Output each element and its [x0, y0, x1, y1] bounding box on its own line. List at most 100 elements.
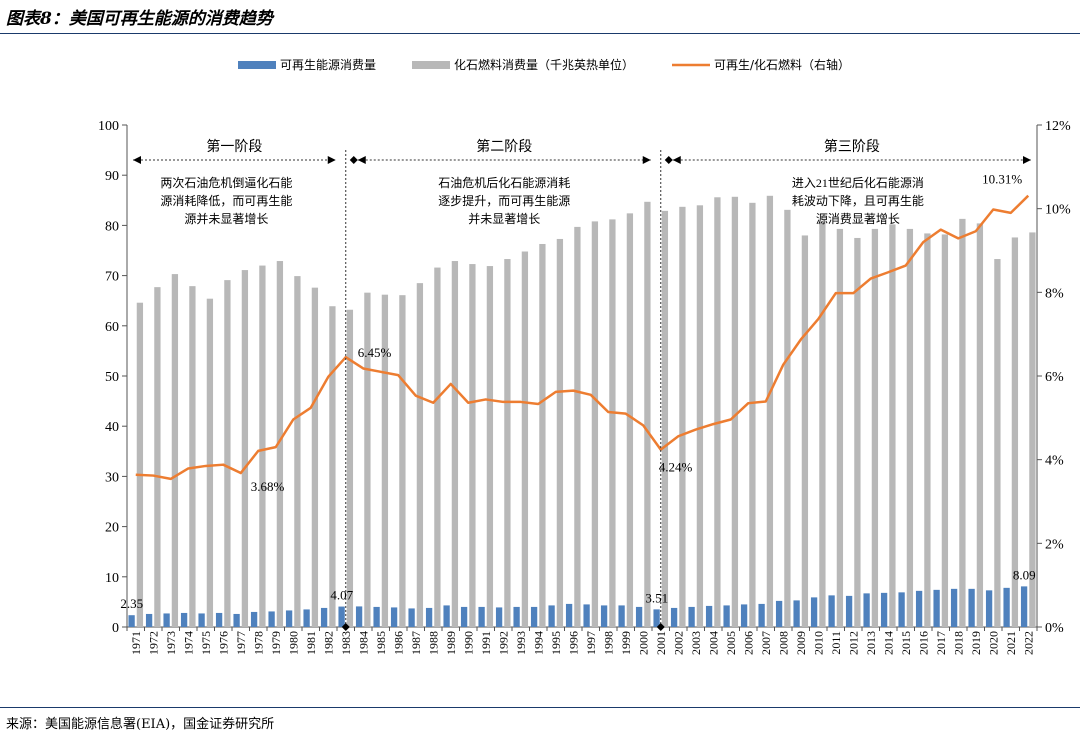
x-tick-label: 1995 [549, 631, 563, 655]
x-tick-label: 2007 [759, 631, 773, 655]
phase-arrow-head-left [133, 156, 141, 164]
x-tick-label: 2002 [671, 631, 685, 655]
x-tick-label: 1979 [269, 631, 283, 655]
renewable-bar-label: 8.09 [1013, 567, 1036, 582]
x-tick-label: 1984 [356, 631, 370, 655]
x-tick-label: 1999 [619, 631, 633, 655]
y-left-tick-label: 50 [105, 370, 119, 385]
fossil-bar [854, 237, 861, 627]
renewable-bar [460, 606, 468, 627]
phase-note: 源消耗降低，而可再生能 [160, 194, 292, 208]
renewable-bar [688, 606, 695, 627]
x-tick-label: 1982 [321, 631, 335, 655]
phase-note: 逐步提升，而可再生能源 [438, 193, 570, 208]
fossil-bar [924, 233, 931, 627]
renewable-bar [915, 590, 923, 627]
renewable-bar [985, 590, 993, 627]
fossil-bar [591, 221, 599, 627]
fossil-bar [241, 270, 249, 627]
phase-divider-marker [656, 623, 665, 631]
x-tick-label: 2009 [794, 631, 808, 655]
renewable-bar [320, 607, 328, 627]
chart-title: 图表8：美国可再生能源的消费趋势 [6, 9, 273, 29]
renewable-bar [828, 595, 835, 627]
fossil-bar [504, 259, 511, 627]
x-tick-label: 2000 [636, 631, 650, 655]
x-tick-label: 2017 [934, 631, 948, 655]
y-left-tick-label: 20 [105, 521, 119, 536]
y-left-tick-label: 90 [105, 169, 119, 184]
renewable-bar [548, 605, 555, 627]
x-tick-label: 1997 [584, 631, 598, 655]
chart: 可再生能源消费量 化石燃料消费量（千兆英热单位） 可再生/化石燃料（右轴） 0 10 20… [98, 57, 1071, 655]
renewable-bar [775, 600, 783, 627]
y-left-tick-label: 30 [105, 470, 119, 485]
fossil-bar [626, 213, 634, 628]
renewable-bar [163, 613, 170, 627]
renewable-bar [950, 588, 958, 627]
phase-note: 源并未显著增长 [184, 212, 268, 226]
fossil-bar [469, 264, 476, 627]
legend-swatch-1 [412, 61, 450, 69]
renewable-bar [478, 606, 485, 627]
fossil-bar [171, 274, 179, 627]
renewable-bar [198, 613, 205, 627]
renewable-bar-label: 2.35 [120, 596, 143, 611]
phase-note: 石油危机后化石能源消耗 [438, 176, 570, 190]
x-tick-label: 1973 [164, 631, 178, 655]
renewable-bar [898, 592, 905, 627]
renewable-bar [723, 605, 730, 627]
fossil-bar [259, 265, 266, 627]
y-right-tick-label: 4% [1045, 454, 1064, 469]
y-left-tick-label: 80 [105, 219, 119, 234]
y-right-tick-label: 10% [1045, 203, 1071, 218]
renewable-bar [600, 605, 608, 627]
fossil-bar [906, 228, 914, 627]
renewable-bar [653, 609, 660, 627]
legend-label-2: 可再生/化石燃料（右轴） [714, 57, 850, 72]
fossil-bar [871, 228, 879, 627]
fossil-bar [784, 209, 791, 627]
fossil-bar [609, 219, 616, 627]
phase-arrow-head-right [642, 156, 651, 164]
renewable-bar [670, 607, 678, 627]
renewable-bar [390, 607, 398, 627]
fossil-bar [661, 210, 669, 628]
fossil-bar [294, 276, 301, 627]
ratio-line-label: 4.24% [659, 460, 693, 475]
y-right-tick-label: 2% [1045, 537, 1064, 552]
phase-arrow-head-left [672, 156, 681, 164]
phase-note: 耗波动下降，且可再生能 [792, 194, 924, 208]
renewable-bar [793, 600, 800, 627]
x-tick-label: 2012 [846, 631, 860, 655]
x-tick-label: 2015 [899, 631, 913, 655]
fossil-bar [399, 295, 406, 627]
fossil-bar [766, 195, 774, 628]
renewable-bar [495, 607, 503, 627]
footer-divider [0, 707, 1080, 708]
x-tick-label: 2016 [916, 631, 930, 655]
x-tick-label: 1977 [234, 631, 248, 655]
y-left-tick-label: 10 [105, 571, 119, 586]
renewable-bar [180, 612, 188, 627]
x-tick-label: 1991 [479, 631, 493, 655]
x-tick-label: 1975 [199, 631, 213, 655]
renewable-bar [338, 606, 345, 627]
renewable-bar [233, 613, 240, 627]
y-left-tick-label: 40 [105, 420, 119, 435]
renewable-bar [968, 588, 975, 627]
x-tick-label: 1983 [339, 631, 353, 655]
phase-divider-marker [341, 623, 350, 631]
renewable-bar [373, 606, 380, 627]
renewable-bar [845, 595, 853, 627]
fossil-bar [189, 286, 196, 627]
x-tick-label: 1993 [514, 631, 528, 655]
x-tick-label: 1978 [251, 631, 265, 655]
renewable-bar [303, 609, 310, 627]
renewable-bar [758, 603, 765, 627]
phase-note: 并未显著增长 [468, 212, 540, 226]
legend-swatch-0 [238, 61, 276, 69]
renewable-bar-label: 3.51 [645, 590, 668, 605]
x-tick-label: 2005 [724, 631, 738, 655]
fossil-bar [976, 223, 984, 627]
